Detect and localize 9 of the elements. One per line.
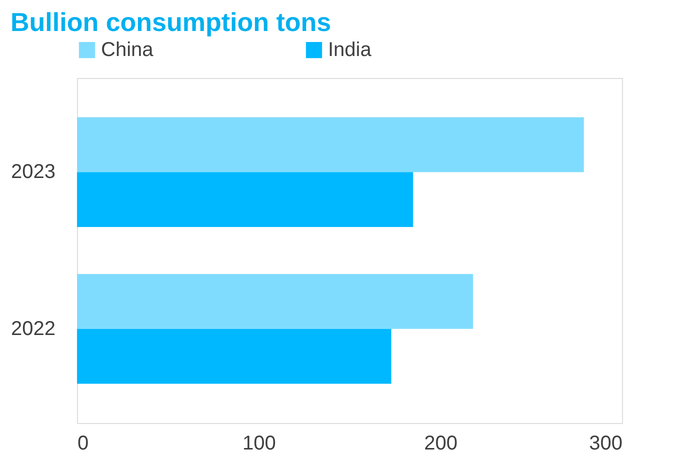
x-tick-label: 200 [424,432,458,454]
y-tick-label: 2023 [11,161,56,184]
x-tick-label: 100 [242,432,276,454]
chart-title: Bullion consumption tons [10,7,332,37]
legend-label: India [328,39,372,61]
legend-label: China [101,39,154,61]
y-tick-label: 2022 [11,318,56,340]
x-tick-label: 300 [589,432,622,454]
x-tick-label: 0 [78,432,89,454]
